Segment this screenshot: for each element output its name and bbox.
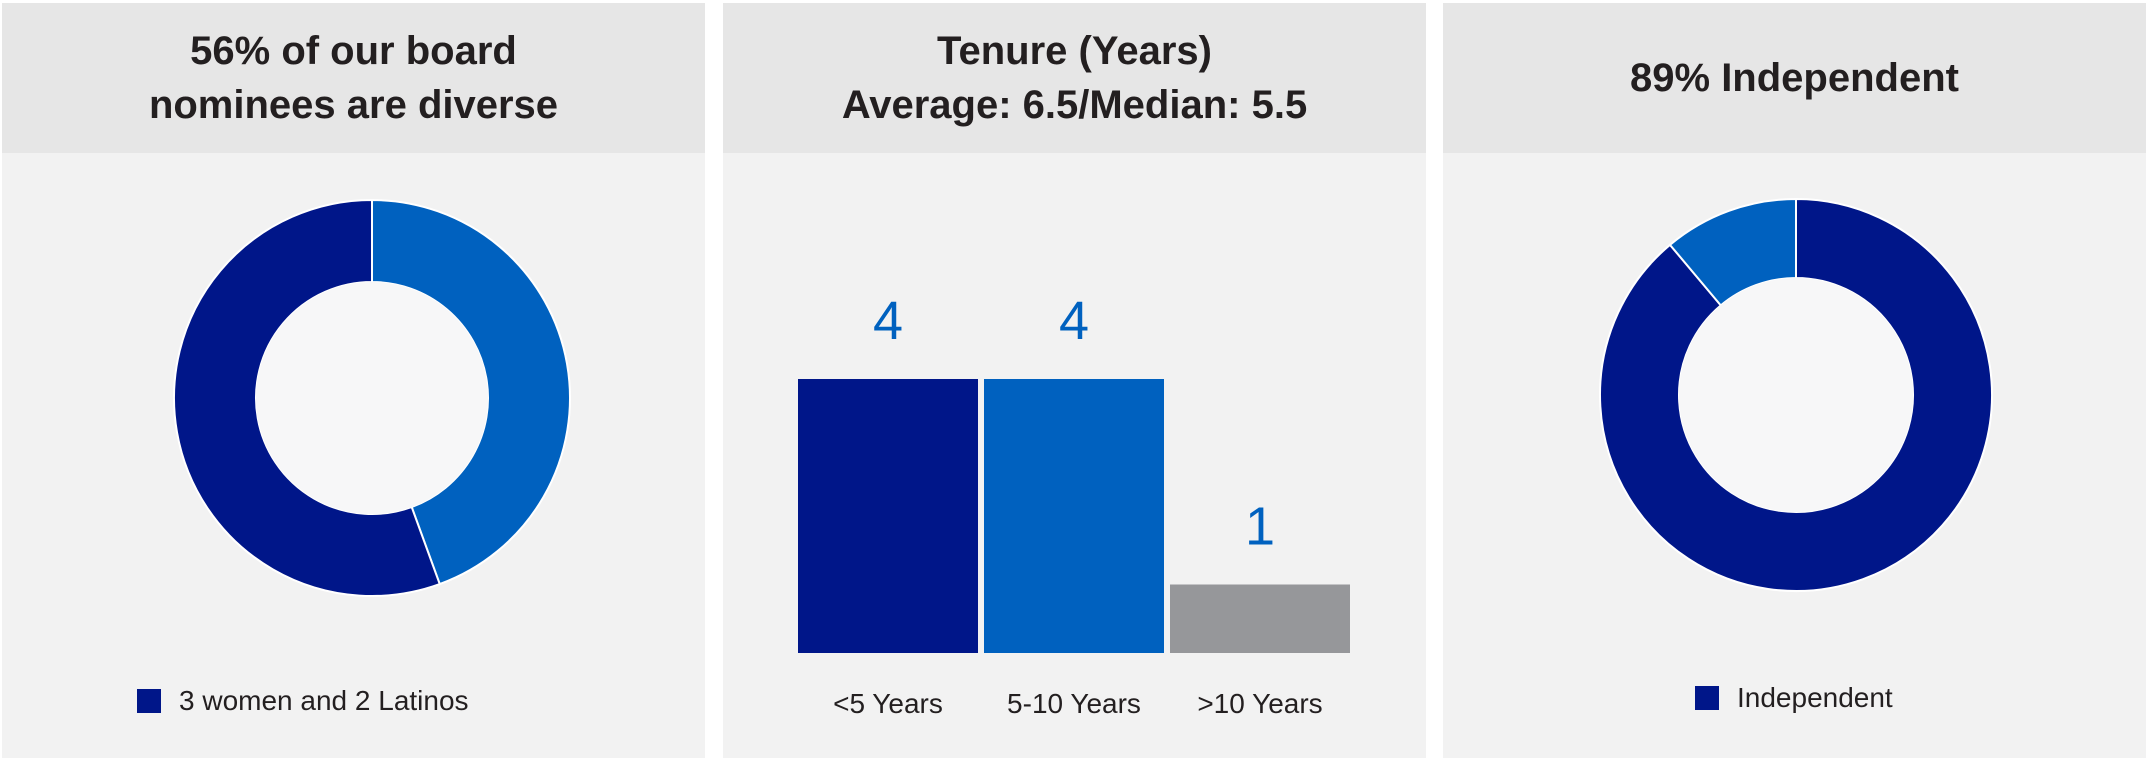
diversity-title: 56% of our board nominees are diverse	[2, 3, 705, 153]
independence-panel: 89% Independent Independent	[1443, 3, 2146, 758]
tenure-bar-value-3: 1	[1245, 497, 1275, 557]
tenure-title: Tenure (Years) Average: 6.5/Median: 5.5	[723, 3, 1426, 153]
tenure-category-label-2: 5-10 Years	[1007, 688, 1141, 719]
tenure-bar-value-2: 4	[1059, 291, 1089, 351]
tenure-bar-1	[798, 379, 978, 653]
diversity-donut-hole	[256, 282, 488, 514]
tenure-category-label-3: >10 Years	[1197, 688, 1322, 719]
diversity-donut-chart	[173, 198, 571, 597]
tenure-bar-3	[1170, 584, 1350, 653]
diversity-title-line-1: 56% of our board	[190, 29, 517, 73]
independence-title-line-1: 89% Independent	[1630, 56, 1959, 100]
tenure-title-line-1: Tenure (Years)	[937, 29, 1212, 73]
independence-donut-chart	[1599, 197, 1993, 592]
tenure-category-label-1: <5 Years	[833, 688, 943, 719]
diversity-title-line-2: nominees are diverse	[148, 83, 559, 127]
independence-legend-swatch	[1695, 686, 1719, 710]
diversity-panel: 56% of our board nominees are diverse 3 …	[2, 3, 705, 758]
diversity-legend-label: 3 women and 2 Latinos	[179, 685, 469, 716]
tenure-panel: Tenure (Years) Average: 6.5/Median: 5.5 …	[723, 3, 1426, 758]
tenure-bar-chart: 4 <5 Years 4 5-10 Years 1 >10 Years	[798, 291, 1350, 719]
diversity-legend-swatch	[137, 689, 161, 713]
independence-donut-hole	[1679, 278, 1913, 512]
independence-title: 89% Independent	[1443, 3, 2146, 153]
independence-legend: Independent	[1695, 682, 1893, 714]
tenure-bar-value-1: 4	[873, 291, 903, 351]
diversity-legend: 3 women and 2 Latinos	[137, 685, 469, 717]
independence-legend-label: Independent	[1737, 682, 1893, 713]
tenure-bar-2	[984, 379, 1164, 653]
tenure-title-line-2: Average: 6.5/Median: 5.5	[841, 83, 1308, 127]
